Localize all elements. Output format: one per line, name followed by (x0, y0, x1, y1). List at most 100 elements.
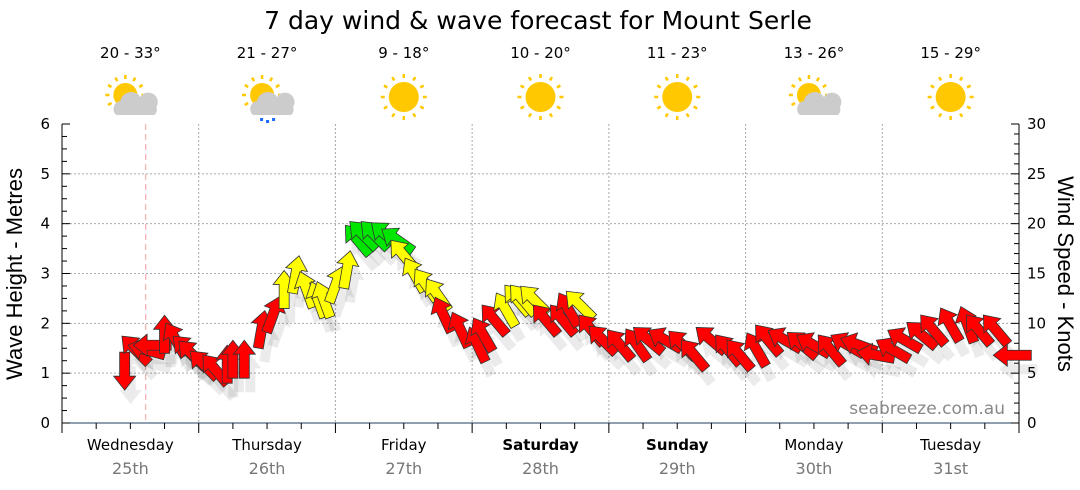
sun-ray (250, 77, 256, 82)
sun-ray (822, 83, 827, 89)
wind-arrow-shadow (836, 346, 873, 373)
y-tick-label-right: 25 (1027, 165, 1046, 183)
y-tick-label-left: 3 (40, 265, 50, 283)
sun-ray (656, 105, 662, 110)
sun-ray (938, 112, 943, 118)
wind-arrow (606, 329, 637, 363)
day-temp-range: 13 - 26° (784, 44, 845, 62)
wind-arrows (112, 221, 1038, 405)
sun-ray (815, 77, 821, 82)
wind-arrow (232, 339, 257, 379)
cloud-shape (797, 92, 842, 115)
sun-disc (388, 82, 419, 112)
sun-ray (107, 101, 113, 107)
axes: 0 1 2 3 4 5 6 0 5 10 15 20 25 30 Wednesday 25th Thursday… (40, 115, 1046, 478)
sunny-icon (927, 74, 974, 120)
partly-cloudy-rain-icon (242, 75, 295, 123)
wind-arrow (965, 314, 996, 348)
x-day-label: Wednesday (87, 436, 174, 454)
wind-arrow-shadow (127, 350, 159, 381)
x-date-label: 29th (659, 459, 696, 478)
rain-drop (260, 118, 264, 121)
wind-arrow-shadow (793, 346, 826, 375)
sun-ray (268, 77, 274, 82)
sun-ray (959, 112, 964, 118)
wind-arrow (470, 317, 498, 354)
sun-ray (685, 112, 690, 118)
y-tick-label-right: 15 (1027, 265, 1046, 283)
wind-arrow (284, 255, 309, 295)
wind-arrow (532, 304, 563, 338)
sun-ray (275, 83, 281, 89)
sun-ray (656, 84, 662, 89)
sun-ray (527, 112, 533, 118)
wind-arrow-shadow (639, 341, 672, 370)
wind-arrow-shadow (595, 340, 626, 371)
sun-ray (412, 112, 417, 118)
wind-arrow (293, 271, 319, 310)
wind-arrow (992, 343, 1032, 368)
x-date-label: 27th (385, 459, 422, 478)
sun-ray (959, 76, 964, 82)
sun-ray (966, 105, 972, 110)
wind-arrow-shadow (119, 366, 142, 405)
partly-cloudy-icon (105, 75, 158, 115)
wind-arrow-shadow (774, 341, 810, 368)
y-tick-label-right: 20 (1027, 215, 1046, 233)
sun-ray (548, 76, 554, 82)
sun-ray (790, 83, 796, 89)
sun-ray (664, 112, 669, 118)
sun-ray (519, 84, 525, 89)
x-day-label: Friday (381, 436, 427, 454)
day-temp-range: 15 - 29° (920, 44, 981, 62)
rain-drop (266, 120, 270, 123)
sun-ray (664, 76, 669, 82)
sun-ray (548, 112, 554, 118)
x-date-label: 28th (522, 459, 559, 478)
sun-ray (930, 105, 935, 110)
sun-ray (244, 83, 249, 89)
x-day-label: Sunday (646, 436, 709, 454)
y-tick-label-right: 0 (1027, 414, 1037, 432)
x-day-label: Thursday (231, 436, 302, 454)
rain-drop (272, 118, 276, 121)
chart-title: 7 day wind & wave forecast for Mount Ser… (264, 6, 812, 35)
sun-ray (790, 101, 796, 107)
sun-ray (107, 83, 113, 89)
wind-arrow (336, 250, 360, 290)
x-date-label: 25th (112, 459, 149, 478)
sun-ray (419, 105, 425, 110)
wind-arrow (632, 327, 667, 357)
day-temp-range: 20 - 33° (100, 44, 161, 62)
sun-ray (693, 105, 698, 110)
partly-cloudy-icon (788, 75, 842, 115)
sunny-icon (654, 74, 701, 120)
x-date-label: 31st (933, 459, 968, 478)
wind-arrow-shadow (702, 341, 735, 370)
sun-ray (519, 105, 525, 110)
wind-arrow (982, 314, 1013, 348)
sun-ray (419, 84, 425, 89)
sun-ray (383, 84, 388, 89)
y-tick-label-right: 10 (1027, 314, 1046, 332)
wind-arrow (481, 304, 511, 338)
sun-ray (556, 84, 562, 89)
wind-arrow-shadow (999, 358, 1038, 381)
wind-arrow (681, 339, 711, 373)
wind-arrow-shadow (862, 357, 902, 380)
sun-ray (383, 105, 388, 110)
wind-arrow (588, 325, 620, 358)
y-tick-label-left: 4 (40, 215, 50, 233)
sun-ray (930, 84, 935, 89)
wind-arrow (887, 327, 924, 355)
cloud-shape (250, 92, 295, 115)
sunny-icon (380, 74, 427, 120)
wind-arrow (856, 342, 896, 366)
sun-ray (693, 84, 698, 89)
sun-ray (797, 77, 803, 82)
y-tick-label-left: 0 (40, 414, 50, 432)
sun-ray (527, 76, 533, 82)
sun-ray (114, 77, 119, 82)
x-day-label: Monday (784, 436, 843, 454)
